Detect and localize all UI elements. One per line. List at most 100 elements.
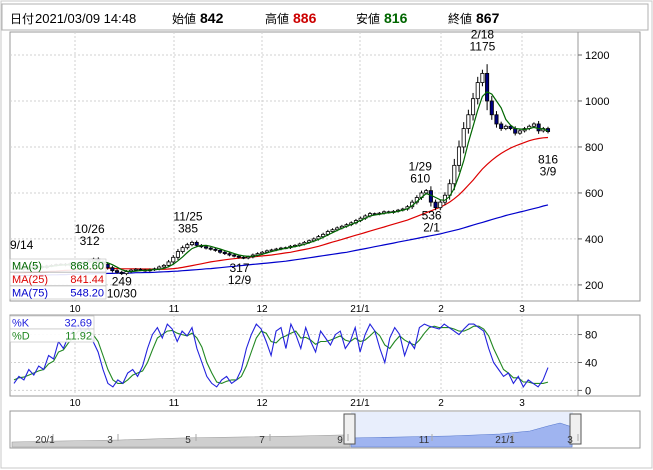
- price-candle: [466, 109, 471, 134]
- price-candle: [499, 121, 504, 131]
- candle-body: [480, 72, 485, 83]
- price-candle: [189, 240, 195, 247]
- candle-body: [232, 254, 237, 257]
- stoch-xtick-label: 11: [169, 398, 180, 409]
- ma-legend: [9, 258, 107, 300]
- price-candle: [175, 248, 180, 260]
- price-annotation: 12/9: [228, 273, 252, 287]
- candle-body: [161, 264, 166, 268]
- price-annotation: 10/30: [107, 287, 137, 301]
- candle-body: [433, 201, 438, 209]
- candle-body: [110, 267, 115, 272]
- price-candle: [110, 265, 115, 273]
- candle-body: [208, 247, 213, 250]
- price-ytick-label-1000: 1000: [585, 96, 609, 108]
- price-annotation: 317: [230, 261, 250, 275]
- high-value: 886: [293, 10, 317, 26]
- navigator-xtick-label: 3: [107, 435, 113, 446]
- navigator-xtick-label: 11: [419, 435, 430, 446]
- candle-body: [204, 246, 209, 249]
- price-candle: [115, 269, 120, 274]
- stoch-legend-value: 11.92: [65, 331, 92, 343]
- stoch-ytick-label-40: 40: [585, 357, 597, 369]
- candle-body: [175, 251, 180, 258]
- candle-body: [260, 251, 265, 255]
- navigator-right-handle[interactable]: [569, 413, 582, 445]
- price-candle: [241, 256, 246, 260]
- price-ytick-label-200: 200: [585, 280, 603, 292]
- price-annotation: 11/25: [173, 209, 202, 223]
- candle-body: [499, 123, 504, 129]
- price-candle: [471, 92, 476, 121]
- price-candle: [489, 95, 494, 120]
- price-candle: [213, 248, 218, 252]
- candle-body: [494, 114, 499, 125]
- price-candle: [536, 120, 541, 134]
- navigator-left-handle[interactable]: [343, 413, 356, 445]
- candle-body: [119, 271, 124, 275]
- price-annotation: 610: [410, 172, 430, 186]
- close-label: 終値: [448, 11, 472, 26]
- price-candle: [180, 245, 185, 254]
- stoch-legend-label: %K: [12, 318, 30, 330]
- price-candle: [185, 242, 190, 250]
- price-candle: [218, 248, 223, 254]
- navigator-xtick-label: 5: [185, 435, 191, 446]
- candle-body: [189, 241, 195, 246]
- price-candle: [517, 129, 522, 135]
- price-annotation: 312: [80, 234, 100, 248]
- stoch-ytick-label-80: 80: [585, 330, 597, 342]
- candle-body: [536, 123, 541, 132]
- price-candle: [232, 253, 237, 258]
- price-candle: [494, 111, 499, 128]
- price-annotation: 249: [112, 275, 132, 289]
- candle-body: [438, 201, 443, 209]
- price-annotation: 536: [422, 209, 442, 223]
- ma-legend-label: MA(75): [12, 288, 48, 300]
- stoch-xtick-label: 10: [69, 398, 81, 409]
- price-annotation: 3/9: [540, 164, 557, 178]
- candle-body: [335, 227, 340, 231]
- close-value: 867: [476, 10, 500, 26]
- price-xtick-label: 2: [438, 304, 444, 315]
- ma-legend-value: 548.20: [70, 288, 104, 300]
- date-value: 2021/03/09 14:48: [35, 11, 136, 26]
- price-candle: [438, 199, 443, 211]
- price-xtick-label: 3: [519, 304, 525, 315]
- candle-body: [461, 128, 466, 148]
- navigator-xtick-label: 9: [337, 435, 343, 446]
- ma-legend-row: [9, 285, 107, 300]
- candle-body: [213, 248, 218, 251]
- price-annotation: 1175: [470, 40, 496, 54]
- price-candle: [194, 240, 199, 248]
- price-candle: [208, 246, 213, 251]
- candle-body: [222, 251, 227, 255]
- price-annotation: 10/26: [75, 222, 105, 236]
- stoch-ytick-label-0: 0: [585, 385, 591, 397]
- date-label: 日付: [10, 12, 34, 26]
- price-candle: [119, 270, 124, 275]
- stoch-legend-label: %D: [12, 331, 30, 343]
- price-ytick-label-600: 600: [585, 188, 603, 200]
- candle-body: [133, 268, 138, 271]
- open-label: 始値: [172, 11, 196, 26]
- ma-legend-value: 868.60: [70, 261, 104, 273]
- candle-body: [185, 244, 190, 249]
- stoch-legend-value: 32.69: [64, 318, 92, 330]
- navigator-xtick-label: 3: [567, 435, 573, 446]
- price-candle: [503, 124, 508, 131]
- price-candle: [480, 69, 485, 87]
- price-candle: [475, 76, 480, 105]
- price-ytick-label-1200: 1200: [585, 50, 609, 62]
- stoch-panel-frame: [9, 314, 641, 397]
- navigator-xtick-label: 21/1: [495, 435, 515, 446]
- stoch-xtick-label: 12: [256, 398, 268, 409]
- candle-body: [246, 256, 251, 259]
- price-candle: [204, 245, 209, 250]
- low-value: 816: [384, 10, 408, 26]
- candle-body: [171, 256, 176, 263]
- candle-body: [236, 255, 241, 258]
